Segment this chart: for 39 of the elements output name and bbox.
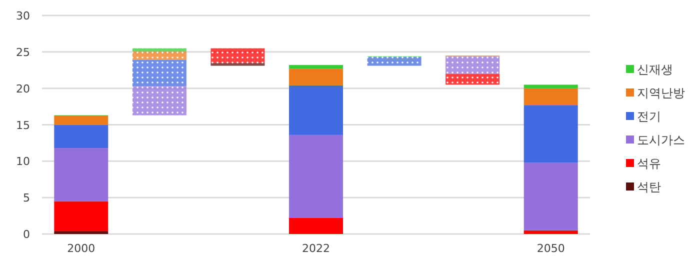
bar [524, 84, 578, 88]
bar [289, 85, 343, 135]
bar [524, 162, 578, 230]
bar [54, 148, 108, 202]
legend-label: 지역난방 [637, 86, 685, 100]
y-tick-label: 30 [16, 10, 30, 22]
bar [524, 88, 578, 106]
legend-label: 도시가스 [637, 133, 685, 147]
legend-label: 신재생 [637, 62, 673, 76]
y-tick-label: 20 [16, 82, 30, 96]
y-tick-label: 10 [16, 155, 30, 168]
bar [289, 134, 343, 218]
bar [289, 68, 343, 86]
bar [289, 65, 343, 69]
bar [446, 56, 500, 74]
bar [289, 218, 343, 234]
bar [132, 51, 186, 60]
bar [446, 74, 500, 85]
bar [524, 230, 578, 234]
bar [132, 86, 186, 116]
x-tick-label: 2000 [67, 242, 96, 255]
y-tick-label: 25 [16, 46, 30, 59]
y-tick-label: 0 [23, 228, 30, 241]
y-tick-label: 15 [16, 118, 30, 132]
x-tick-label: 2022 [302, 242, 330, 255]
y-tick-label: 5 [23, 192, 30, 205]
legend-label: 전기 [637, 110, 661, 124]
bar [54, 231, 108, 234]
x-tick-label: 2050 [536, 242, 565, 255]
bar [54, 201, 108, 232]
legend-label: 석탄 [637, 180, 661, 194]
legend-label: 석유 [637, 156, 661, 170]
bar [54, 116, 108, 125]
bar [210, 62, 265, 66]
bar [54, 124, 108, 148]
bar [367, 57, 422, 66]
bar [524, 105, 578, 163]
bar [132, 60, 186, 86]
bar [210, 48, 265, 63]
